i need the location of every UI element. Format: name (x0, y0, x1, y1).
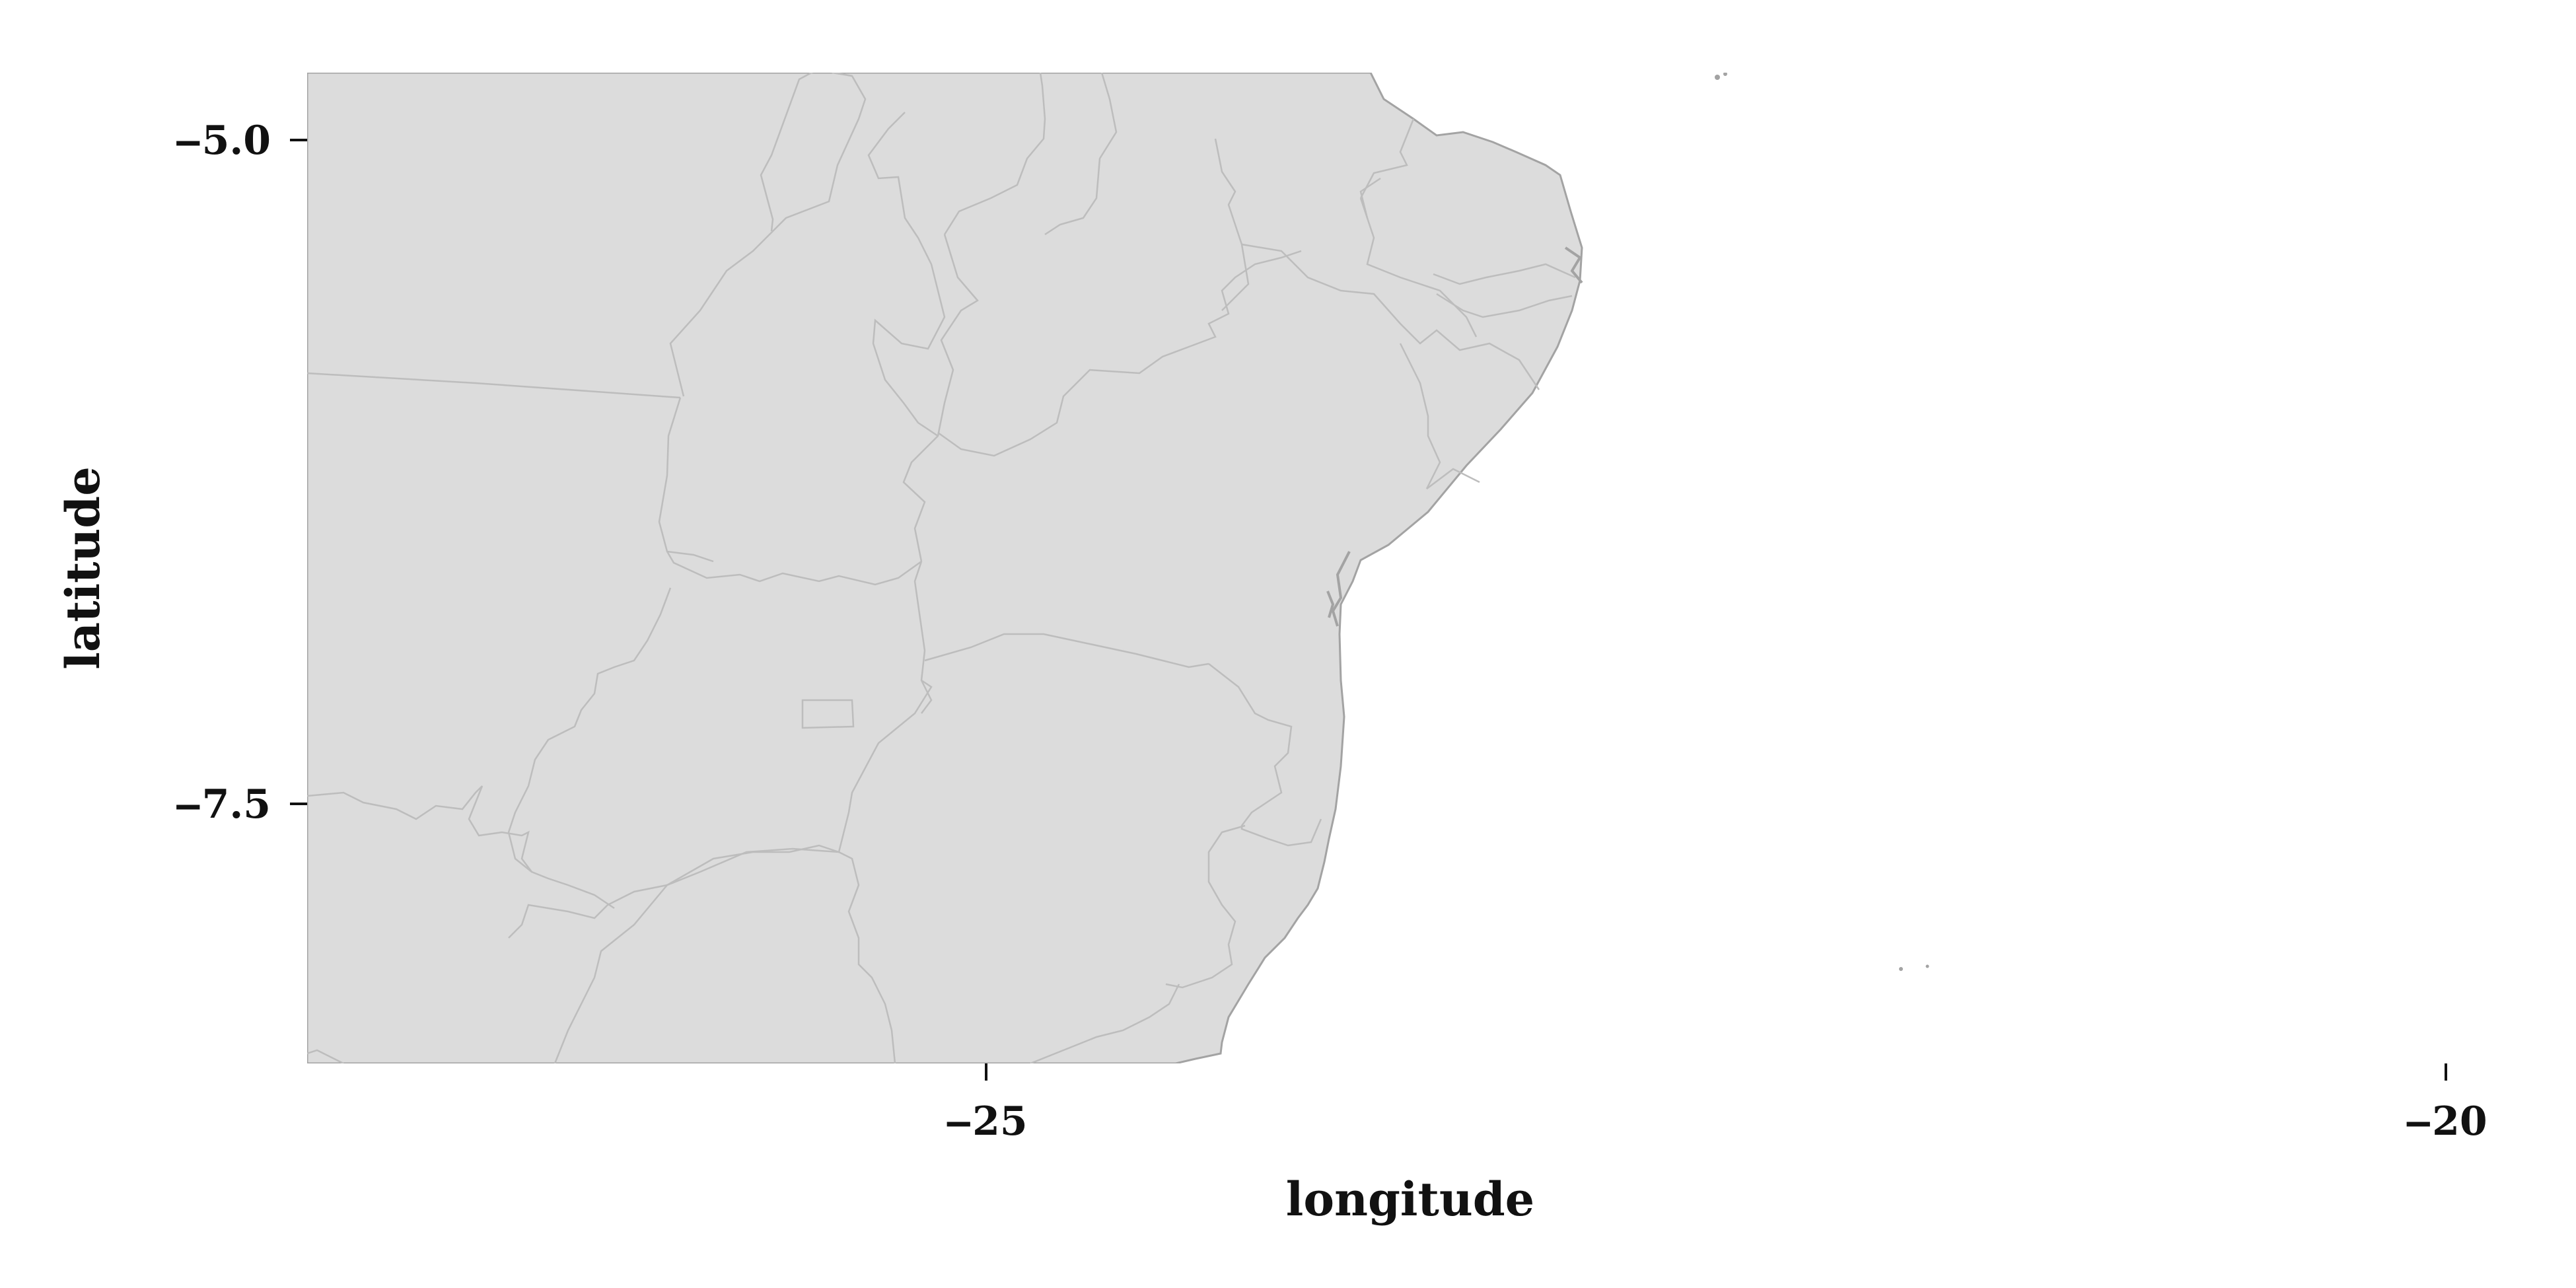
x-axis-label: longitude (1286, 1172, 1534, 1227)
y-axis: ‒5.0‒7.5‒10.0‒12.5‒15.0‒17.5‒20.0 (174, 118, 307, 828)
x-tick-label: ‒20 (2404, 1098, 2487, 1145)
y-axis-label: latitude (55, 466, 110, 670)
coastline-details (1326, 246, 1583, 627)
x-tick-label: ‒25 (945, 1098, 1027, 1145)
x-axis: ‒55‒50‒45‒40‒35‒30‒25‒20 (945, 1063, 2487, 1145)
offshore-islands (1715, 73, 1929, 971)
state-borders (307, 73, 1576, 1063)
land-mass (307, 73, 1583, 1063)
map-plot-area (307, 73, 1929, 1063)
y-tick-label: ‒7.5 (174, 781, 271, 828)
y-tick-label: ‒5.0 (174, 118, 271, 164)
